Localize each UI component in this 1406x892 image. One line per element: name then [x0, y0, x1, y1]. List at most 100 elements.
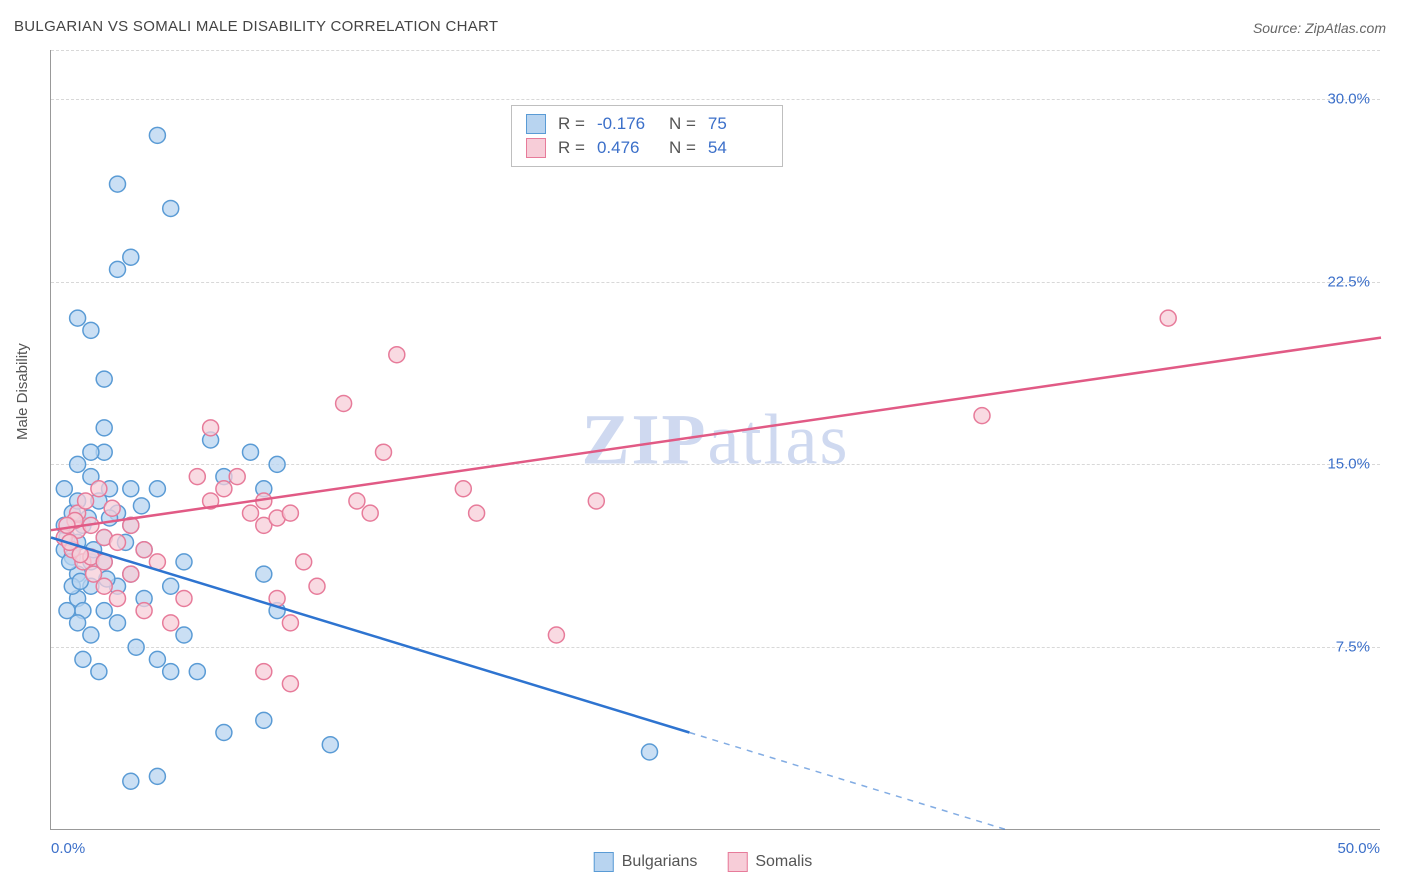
correlation-stats-legend: R = -0.176 N = 75 R = 0.476 N = 54 — [511, 105, 783, 167]
series-legend: Bulgarians Somalis — [594, 852, 813, 872]
data-point — [309, 578, 325, 594]
data-point — [548, 627, 564, 643]
data-point — [336, 395, 352, 411]
data-point — [256, 664, 272, 680]
y-axis-label: Male Disability — [14, 343, 31, 440]
x-tick-left: 0.0% — [51, 840, 85, 857]
data-point — [203, 420, 219, 436]
data-point — [149, 651, 165, 667]
data-point — [123, 566, 139, 582]
data-point — [588, 493, 604, 509]
stat-n-label: N = — [669, 114, 696, 134]
data-point — [91, 664, 107, 680]
data-point — [110, 590, 126, 606]
data-point — [96, 371, 112, 387]
data-point — [96, 603, 112, 619]
data-point — [59, 517, 75, 533]
data-point — [104, 500, 120, 516]
data-point — [256, 712, 272, 728]
data-point — [216, 481, 232, 497]
data-point — [189, 664, 205, 680]
data-point — [83, 627, 99, 643]
legend-swatch — [526, 114, 546, 134]
stat-r-label: R = — [558, 138, 585, 158]
stat-r-value: 0.476 — [597, 138, 657, 158]
legend-item: Bulgarians — [594, 852, 698, 872]
data-point — [176, 590, 192, 606]
data-point — [163, 664, 179, 680]
trend-line — [51, 338, 1381, 531]
data-point — [59, 603, 75, 619]
stat-legend-row: R = -0.176 N = 75 — [526, 112, 768, 136]
data-point — [362, 505, 378, 521]
legend-swatch — [594, 852, 614, 872]
data-point — [83, 444, 99, 460]
data-point — [243, 444, 259, 460]
data-point — [376, 444, 392, 460]
data-point — [455, 481, 471, 497]
plot-area: ZIPatlas 7.5%15.0%22.5%30.0% R =-0.176N … — [50, 50, 1380, 830]
data-point — [269, 456, 285, 472]
legend-swatch — [727, 852, 747, 872]
legend-swatch — [526, 138, 546, 158]
data-point — [243, 505, 259, 521]
data-point — [189, 469, 205, 485]
stat-n-value: 75 — [708, 114, 768, 134]
data-point — [282, 505, 298, 521]
stat-legend-row: R = 0.476 N = 54 — [526, 136, 768, 160]
data-point — [83, 322, 99, 338]
legend-label: Somalis — [755, 853, 812, 871]
data-point — [110, 176, 126, 192]
data-point — [163, 578, 179, 594]
data-point — [123, 773, 139, 789]
data-point — [123, 249, 139, 265]
chart-container: BULGARIAN VS SOMALI MALE DISABILITY CORR… — [0, 0, 1406, 892]
data-point — [91, 481, 107, 497]
data-point — [322, 737, 338, 753]
x-tick-right: 50.0% — [1337, 840, 1380, 857]
data-point — [1160, 310, 1176, 326]
data-point — [642, 744, 658, 760]
data-point — [176, 554, 192, 570]
data-point — [96, 420, 112, 436]
data-point — [123, 481, 139, 497]
data-point — [136, 542, 152, 558]
trend-line — [51, 538, 689, 733]
data-point — [75, 651, 91, 667]
data-point — [110, 261, 126, 277]
data-point — [136, 603, 152, 619]
stat-r-label: R = — [558, 114, 585, 134]
data-point — [70, 456, 86, 472]
data-point — [149, 768, 165, 784]
data-point — [229, 469, 245, 485]
legend-item: Somalis — [727, 852, 812, 872]
stat-r-value: -0.176 — [597, 114, 657, 134]
stat-n-value: 54 — [708, 138, 768, 158]
data-point — [110, 615, 126, 631]
data-point — [56, 481, 72, 497]
data-point — [149, 127, 165, 143]
data-point — [149, 481, 165, 497]
data-point — [256, 566, 272, 582]
trend-line-extrapolation — [689, 733, 1007, 831]
data-point — [282, 615, 298, 631]
data-point — [216, 725, 232, 741]
data-point — [133, 498, 149, 514]
data-point — [296, 554, 312, 570]
data-point — [163, 200, 179, 216]
data-point — [176, 627, 192, 643]
data-point — [974, 408, 990, 424]
data-point — [469, 505, 485, 521]
data-point — [128, 639, 144, 655]
stat-n-label: N = — [669, 138, 696, 158]
data-point — [389, 347, 405, 363]
chart-title: BULGARIAN VS SOMALI MALE DISABILITY CORR… — [14, 18, 498, 35]
legend-label: Bulgarians — [622, 853, 698, 871]
data-point — [78, 493, 94, 509]
data-point — [163, 615, 179, 631]
data-point — [282, 676, 298, 692]
data-point — [110, 534, 126, 550]
data-point — [349, 493, 365, 509]
source-attribution: Source: ZipAtlas.com — [1253, 20, 1386, 36]
data-point — [70, 310, 86, 326]
